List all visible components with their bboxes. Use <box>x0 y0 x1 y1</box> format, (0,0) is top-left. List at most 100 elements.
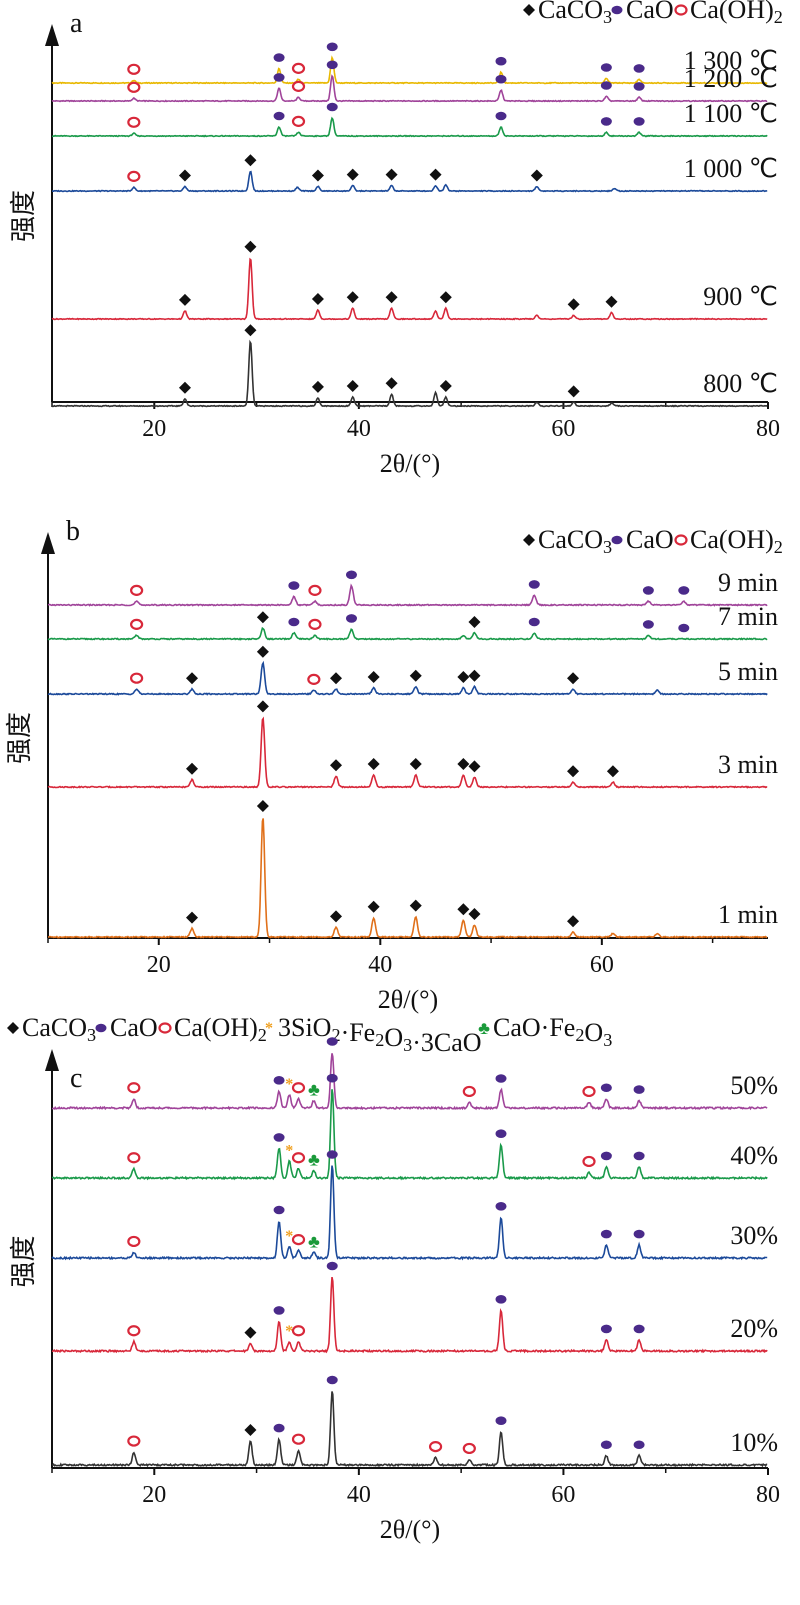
phase-marker <box>439 291 452 304</box>
phase-marker <box>530 169 543 182</box>
x-axis-title: 2θ/(°) <box>378 985 438 1014</box>
y-axis-title: 强度 <box>9 190 38 242</box>
legend-marker <box>674 534 688 546</box>
series-trace: 1 000 ℃ <box>51 154 778 193</box>
phase-marker <box>326 42 338 52</box>
phase-marker <box>495 1295 507 1304</box>
series-trace: 5 min <box>47 645 778 696</box>
xrd-pattern-line <box>48 818 768 939</box>
phase-marker <box>307 673 321 686</box>
legend-marker <box>7 1022 19 1034</box>
series-trace: 1 min <box>48 800 778 939</box>
legend-marker <box>158 1022 172 1034</box>
phase-marker <box>346 614 358 623</box>
series-trace: * ♣ 30% <box>51 1150 778 1261</box>
series-label: 1 000 ℃ <box>684 154 778 183</box>
phase-marker <box>326 1073 338 1083</box>
series-label: 1 100 ℃ <box>684 99 778 128</box>
phase-marker <box>605 295 618 308</box>
phase-marker <box>244 240 257 253</box>
phase-marker: * <box>285 1142 293 1159</box>
phase-marker <box>600 81 612 90</box>
series-trace: 10% <box>51 1375 778 1468</box>
phase-marker <box>385 377 398 390</box>
phase-marker <box>367 900 380 913</box>
series-trace: 1 100 ℃ <box>51 99 778 138</box>
phase-marker <box>326 1037 338 1046</box>
series-label: 40% <box>730 1141 778 1170</box>
phase-marker <box>439 380 452 392</box>
phase-marker <box>178 381 191 394</box>
series-trace: 1 300 ℃ <box>51 42 778 85</box>
x-tick-label: 20 <box>147 952 171 978</box>
legend-label: CaO <box>626 0 674 24</box>
legend-label: Ca(OH)2 <box>174 1013 267 1045</box>
xrd-pattern-line <box>47 583 768 607</box>
xrd-pattern-line <box>51 1165 768 1261</box>
legend: CaCO3 CaO Ca(OH)2* 3SiO2·Fe2O3·3CaO♣ CaO·Fe2… <box>7 1013 612 1057</box>
xrd-pattern-line <box>51 1089 768 1181</box>
legend-marker: ♣ <box>478 1018 490 1038</box>
legend-marker <box>611 5 623 15</box>
phase-marker <box>528 617 540 627</box>
phase-marker <box>582 1085 596 1098</box>
phase-marker <box>457 903 470 916</box>
phase-marker <box>186 911 198 924</box>
series-trace: 900 ℃ <box>51 240 778 321</box>
phase-marker <box>308 584 322 597</box>
phase-marker <box>633 82 645 91</box>
phase-marker <box>600 1151 612 1161</box>
phase-marker <box>127 63 141 75</box>
phase-marker <box>273 1205 285 1215</box>
phase-marker <box>633 64 645 73</box>
legend-marker <box>523 534 535 546</box>
phase-marker <box>409 899 422 912</box>
xrd-pattern-line <box>51 1276 768 1354</box>
phase-marker <box>291 115 306 128</box>
phase-marker <box>600 117 612 126</box>
phase-marker <box>600 1083 612 1093</box>
y-axis-title: 强度 <box>5 712 34 764</box>
phase-marker <box>582 1155 596 1168</box>
series-label: 30% <box>730 1221 778 1250</box>
phase-marker <box>409 758 422 770</box>
phase-marker <box>367 758 380 770</box>
xrd-pattern-line <box>51 257 768 321</box>
phase-marker <box>330 910 342 923</box>
phase-marker <box>330 759 342 772</box>
phase-marker <box>273 111 285 121</box>
phase-marker <box>457 671 470 683</box>
phase-marker <box>273 1133 285 1142</box>
x-tick-label: 40 <box>368 952 392 978</box>
xrd-pattern-line <box>51 1391 768 1468</box>
phase-marker <box>346 380 359 392</box>
phase-marker <box>409 669 422 682</box>
phase-marker <box>130 618 144 631</box>
legend: CaCO3 CaO Ca(OH)2 <box>523 525 783 557</box>
phase-marker <box>186 672 198 685</box>
phase-marker <box>308 618 322 631</box>
series-trace: * ♣ 50% <box>51 1037 778 1111</box>
phase-marker <box>326 1261 338 1271</box>
phase-marker: * <box>285 1228 293 1245</box>
phase-marker <box>678 586 690 595</box>
phase-marker <box>288 581 300 590</box>
phase-marker <box>127 1435 141 1447</box>
phase-marker <box>127 170 141 182</box>
x-tick-label: 80 <box>756 1482 780 1508</box>
x-tick-label: 60 <box>551 1482 575 1508</box>
phase-marker <box>291 1433 306 1445</box>
phase-marker <box>244 154 257 167</box>
x-tick-label: 20 <box>142 1482 166 1508</box>
phase-marker <box>642 586 654 595</box>
phase-marker <box>244 1423 257 1436</box>
phase-marker <box>600 1440 612 1450</box>
series-label: 7 min <box>718 602 778 631</box>
phase-marker <box>127 1082 141 1094</box>
phase-marker <box>633 117 645 126</box>
phase-marker: * <box>285 1323 293 1340</box>
series-label: 1 300 ℃ <box>684 46 778 75</box>
phase-marker <box>291 80 306 93</box>
